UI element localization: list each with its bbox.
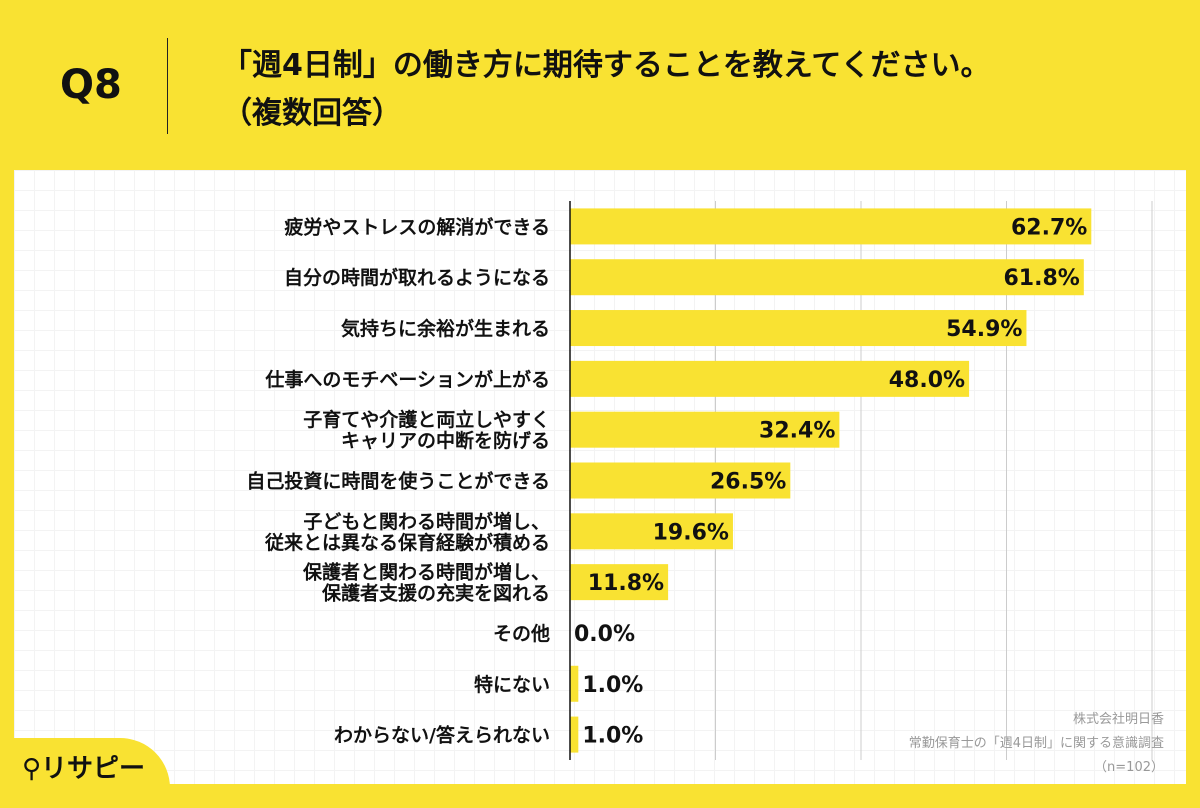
bar bbox=[570, 513, 733, 550]
category-label: 自分の時間が取れるようになる bbox=[284, 266, 550, 289]
data-label: 0.0% bbox=[574, 622, 635, 647]
divider bbox=[167, 38, 168, 134]
category-label: 従来とは異なる保育経験が積める bbox=[264, 531, 550, 554]
bar bbox=[570, 310, 1027, 347]
data-label: 54.9% bbox=[946, 317, 1022, 342]
category-label: その他 bbox=[493, 622, 550, 645]
bar bbox=[570, 665, 579, 702]
data-label: 32.4% bbox=[759, 419, 835, 444]
source-survey: 常勤保育士の「週4日制」に関する意識調査 bbox=[908, 736, 1164, 751]
question-title: 「週4日制」の働き方に期待することを教えてください。 （複数回答） bbox=[222, 42, 990, 138]
category-label: 自己投資に時間を使うことができる bbox=[246, 470, 550, 493]
category-label: 保護者と関わる時間が増し、 bbox=[302, 561, 550, 584]
data-label: 19.6% bbox=[653, 520, 729, 545]
bar bbox=[570, 411, 840, 448]
data-label: 62.7% bbox=[1011, 215, 1087, 240]
source-company: 株式会社明日香 bbox=[1072, 712, 1164, 727]
bar bbox=[570, 462, 791, 499]
data-label: 48.0% bbox=[889, 368, 965, 393]
question-number: Q8 bbox=[60, 62, 122, 108]
category-label: 疲労やストレスの解消ができる bbox=[284, 215, 550, 238]
data-label: 26.5% bbox=[710, 470, 786, 495]
pin-icon: ⚲ bbox=[22, 754, 42, 784]
bar bbox=[570, 564, 669, 601]
category-label: 気持ちに余裕が生まれる bbox=[341, 317, 550, 340]
category-label: 特にない bbox=[474, 674, 550, 696]
data-label: 1.0% bbox=[582, 724, 643, 749]
category-label: 仕事へのモチベーションが上がる bbox=[264, 368, 550, 391]
title-line-2: （複数回答） bbox=[222, 96, 402, 131]
logo: ⚲リサピー bbox=[22, 748, 145, 785]
data-label: 11.8% bbox=[588, 571, 664, 596]
category-label: 子育てや介護と両立しやすく bbox=[303, 408, 550, 431]
source-n: （n=102） bbox=[1094, 760, 1164, 775]
bar bbox=[570, 259, 1084, 296]
category-label: 子どもと関わる時間が増し、 bbox=[303, 510, 550, 533]
data-label: 1.0% bbox=[582, 673, 643, 698]
category-label: キャリアの中断を防げる bbox=[341, 429, 550, 452]
category-label: 保護者支援の充実を図れる bbox=[321, 582, 550, 605]
logo-background bbox=[0, 738, 170, 808]
bar bbox=[570, 716, 579, 753]
category-label: わからない/答えられない bbox=[334, 724, 550, 747]
logo-text: リサピー bbox=[41, 754, 146, 784]
bar bbox=[570, 208, 1092, 245]
bar bbox=[570, 360, 970, 397]
data-label: 61.8% bbox=[1003, 266, 1079, 291]
title-line-1: 「週4日制」の働き方に期待することを教えてください。 bbox=[222, 48, 991, 83]
source-note: 株式会社明日香 常勤保育士の「週4日制」に関する意識調査 （n=102） bbox=[909, 708, 1164, 780]
